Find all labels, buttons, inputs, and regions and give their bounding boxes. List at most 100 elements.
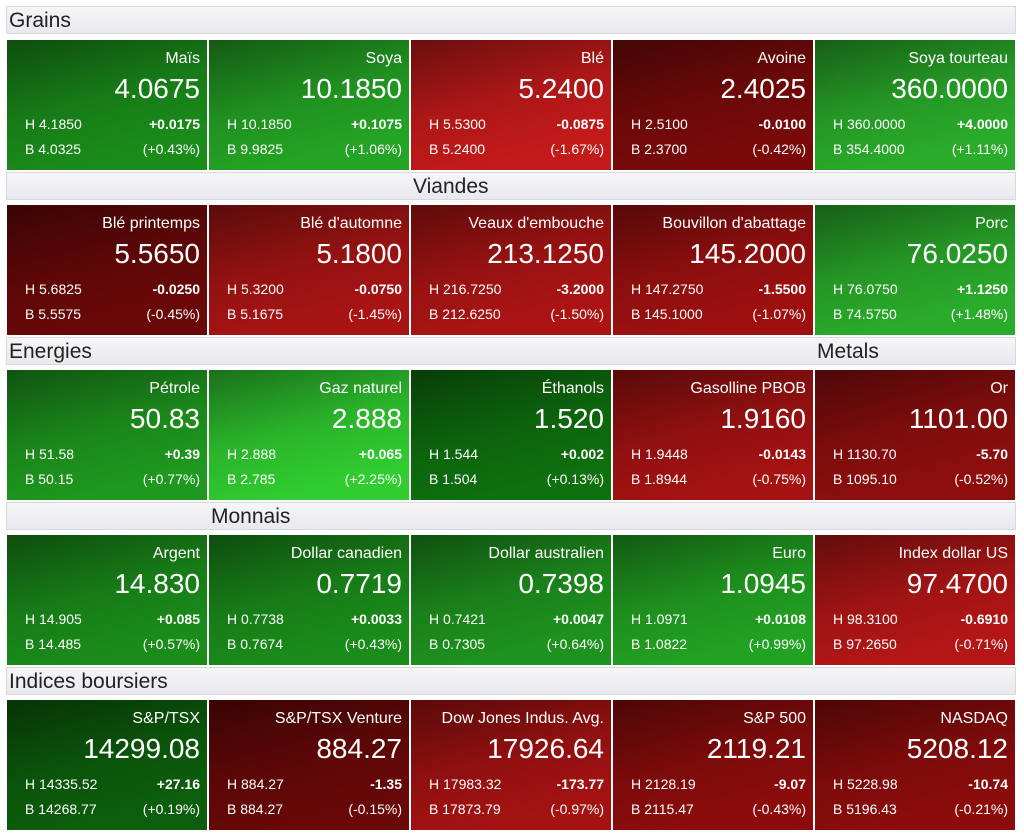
quote-change-pct: (+0.99%) xyxy=(748,636,806,652)
quote-tile[interactable]: S&P/TSX 14299.08 H 14335.52 B 14268.77 +27.1… xyxy=(7,700,207,830)
quote-change: -10.74 xyxy=(968,776,1008,792)
quote-high: H 216.7250 xyxy=(429,281,502,297)
quote-last: 0.7719 xyxy=(316,568,402,599)
quote-high: H 14335.52 xyxy=(25,776,98,792)
quote-tile[interactable]: Or 1101.00 H 1130.70 B 1095.10 -5.70 (-0.52%) xyxy=(815,370,1015,500)
quote-tile[interactable]: Maïs 4.0675 H 4.1850 B 4.0325 +0.0175 (+0.43%… xyxy=(7,40,207,170)
quote-last: 0.7398 xyxy=(518,568,604,599)
quote-tile[interactable]: Dollar australien 0.7398 H 0.7421 B 0.7305 +… xyxy=(411,535,611,665)
quote-tile[interactable]: Index dollar US 97.4700 H 98.3100 B 97.2650… xyxy=(815,535,1015,665)
quote-high: H 360.0000 xyxy=(833,116,906,132)
quote-change-pct: (-0.45%) xyxy=(146,306,200,322)
quote-change: +0.0033 xyxy=(351,611,402,627)
quote-tile[interactable]: Éthanols 1.520 H 1.544 B 1.504 +0.002 (+0.13%… xyxy=(411,370,611,500)
quote-change-pct: (+0.19%) xyxy=(142,801,200,817)
quote-change: +0.39 xyxy=(164,446,200,462)
quote-change-pct: (-1.07%) xyxy=(752,306,806,322)
quote-low: B 1.8944 xyxy=(631,471,688,487)
quote-high: H 1.0971 xyxy=(631,611,688,627)
quote-change-pct: (+0.43%) xyxy=(142,141,200,157)
quote-change-pct: (-0.75%) xyxy=(752,471,806,487)
section-title: Grains xyxy=(9,9,71,32)
quote-change-pct: (+2.25%) xyxy=(344,471,402,487)
quote-tile[interactable]: Bouvillon d'abattage 145.2000 H 147.2750 B … xyxy=(613,205,813,335)
quote-last: 360.0000 xyxy=(891,73,1008,104)
quote-name: Blé d'automne xyxy=(300,215,402,232)
quote-low: B 1.0822 xyxy=(631,636,688,652)
quote-tile[interactable]: Soya 10.1850 H 10.1850 B 9.9825 +0.1075 (+1.0… xyxy=(209,40,409,170)
section-title: Metals xyxy=(817,340,879,363)
quote-last: 213.1250 xyxy=(487,238,604,269)
quote-last: 5.5650 xyxy=(114,238,200,269)
quote-change-pct: (-1.45%) xyxy=(348,306,402,322)
quote-high: H 5228.98 xyxy=(833,776,898,792)
quote-high: H 17983.32 xyxy=(429,776,502,792)
quote-name: Argent xyxy=(152,545,200,562)
quote-tile[interactable]: Dow Jones Indus. Avg. 17926.64 H 17983.32 B… xyxy=(411,700,611,830)
quote-change: -0.0250 xyxy=(152,281,200,297)
quote-tile[interactable]: Gasolline PBOB 1.9160 H 1.9448 B 1.8944 -0.0… xyxy=(613,370,813,500)
quote-high: H 51.58 xyxy=(25,446,75,462)
quote-name: Blé xyxy=(580,50,604,67)
quote-name: Or xyxy=(990,380,1008,397)
section-header: Monnais xyxy=(6,502,1016,530)
quote-tile[interactable]: Veaux d'embouche 213.1250 H 216.7250 B 212.… xyxy=(411,205,611,335)
quote-change: +0.002 xyxy=(560,446,604,462)
quote-change-pct: (-0.52%) xyxy=(954,471,1008,487)
quote-tile[interactable]: Porc 76.0250 H 76.0750 B 74.5750 +1.1250 (+1.… xyxy=(815,205,1015,335)
quote-change: -0.6910 xyxy=(960,611,1008,627)
quote-low: B 2.785 xyxy=(227,471,276,487)
quote-last: 1.520 xyxy=(533,403,604,434)
quote-tile[interactable]: Blé d'automne 5.1800 H 5.3200 B 5.1675 -0.07… xyxy=(209,205,409,335)
quote-last: 14299.08 xyxy=(83,733,200,764)
quote-last: 1.9160 xyxy=(720,403,806,434)
quote-change: +4.0000 xyxy=(957,116,1008,132)
quote-tile[interactable]: Blé 5.2400 H 5.5300 B 5.2400 -0.0875 (-1.67%) xyxy=(411,40,611,170)
section-header: Indices boursiers xyxy=(6,667,1016,695)
quote-name: Blé printemps xyxy=(102,215,200,232)
quote-tile[interactable]: Argent 14.830 H 14.905 B 14.485 +0.085 (+0.57… xyxy=(7,535,207,665)
quote-high: H 2128.19 xyxy=(631,776,696,792)
quote-last: 884.27 xyxy=(316,733,402,764)
quote-last: 97.4700 xyxy=(906,568,1008,599)
quote-high: H 5.6825 xyxy=(25,281,82,297)
section-header: Grains xyxy=(6,6,1016,34)
quote-high: H 0.7738 xyxy=(227,611,284,627)
quote-last: 5.1800 xyxy=(316,238,402,269)
quote-high: H 1.544 xyxy=(429,446,479,462)
quote-change-pct: (+1.11%) xyxy=(951,141,1008,157)
quote-tile[interactable]: Euro 1.0945 H 1.0971 B 1.0822 +0.0108 (+0.99%… xyxy=(613,535,813,665)
quote-tile[interactable]: S&P/TSX Venture 884.27 H 884.27 B 884.27 -1.… xyxy=(209,700,409,830)
quote-last: 14.830 xyxy=(114,568,200,599)
quote-name: Gasolline PBOB xyxy=(690,380,806,397)
quote-change: -1.5500 xyxy=(758,281,806,297)
quote-tile[interactable]: NASDAQ 5208.12 H 5228.98 B 5196.43 -10.74 (-0… xyxy=(815,700,1015,830)
quote-change: -3.2000 xyxy=(556,281,604,297)
quote-high: H 4.1850 xyxy=(25,116,82,132)
quote-change-pct: (-0.71%) xyxy=(954,636,1008,652)
quote-low: B 5.1675 xyxy=(227,306,284,322)
quote-change-pct: (-1.50%) xyxy=(550,306,604,322)
quote-tile[interactable]: Dollar canadien 0.7719 H 0.7738 B 0.7674 +0.… xyxy=(209,535,409,665)
quote-change: -173.77 xyxy=(556,776,604,792)
quote-low: B 14.485 xyxy=(25,636,82,652)
quote-high: H 1.9448 xyxy=(631,446,688,462)
quote-low: B 1.504 xyxy=(429,471,478,487)
quote-last: 17926.64 xyxy=(487,733,604,764)
quote-tile[interactable]: Gaz naturel 2.888 H 2.888 B 2.785 +0.065 (+2.… xyxy=(209,370,409,500)
quote-name: S&P 500 xyxy=(743,710,806,727)
quote-tile[interactable]: Avoine 2.4025 H 2.5100 B 2.3700 -0.0100 (-0.4… xyxy=(613,40,813,170)
quote-tile[interactable]: S&P 500 2119.21 H 2128.19 B 2115.47 -9.07 (-0… xyxy=(613,700,813,830)
quote-high: H 0.7421 xyxy=(429,611,486,627)
quote-change: -0.0143 xyxy=(758,446,806,462)
quote-high: H 98.3100 xyxy=(833,611,898,627)
quote-tile[interactable]: Soya tourteau 360.0000 H 360.0000 B 354.400… xyxy=(815,40,1015,170)
quote-change: -0.0750 xyxy=(354,281,402,297)
quote-tile[interactable]: Blé printemps 5.5650 H 5.6825 B 5.5575 -0.02… xyxy=(7,205,207,335)
quote-last: 145.2000 xyxy=(689,238,806,269)
quote-low: B 17873.79 xyxy=(429,801,501,817)
quote-change-pct: (+0.57%) xyxy=(142,636,200,652)
quote-tile[interactable]: Pétrole 50.83 H 51.58 B 50.15 +0.39 (+0.77%) xyxy=(7,370,207,500)
quote-change-pct: (-1.67%) xyxy=(550,141,604,157)
quote-name: Bouvillon d'abattage xyxy=(662,215,806,232)
